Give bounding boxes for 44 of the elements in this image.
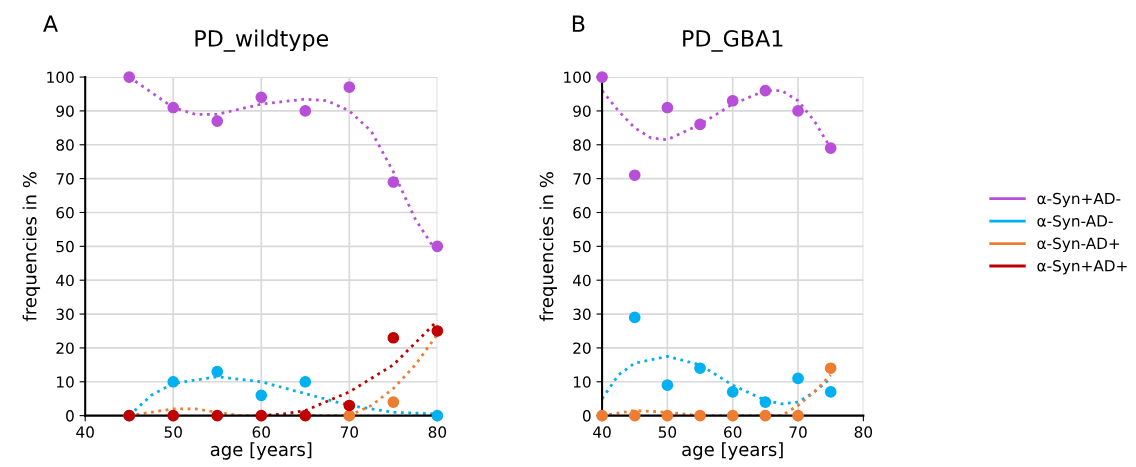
- legend-label: α-Syn-AD+: [1037, 237, 1120, 253]
- y-tick-label: 80: [573, 139, 591, 151]
- y-axis-title: frequencies in %: [22, 172, 41, 322]
- x-tick-label: 40: [76, 426, 94, 438]
- x-tick-label: 50: [164, 426, 182, 438]
- x-tick-label: 40: [593, 426, 611, 438]
- x-tick-label: 80: [854, 426, 873, 438]
- y-tick-label: 30: [573, 308, 591, 321]
- y-tick-label: 30: [56, 308, 74, 321]
- x-tick-label: 60: [724, 426, 742, 438]
- y-tick-label: 50: [56, 240, 74, 253]
- x-tick-label: 80: [428, 426, 447, 438]
- chart-title: PD_GBA1: [683, 30, 783, 52]
- y-tick-label: 80: [56, 139, 74, 151]
- y-tick-label: 40: [572, 274, 591, 287]
- y-tick-label: 90: [56, 105, 74, 117]
- y-tick-label: 60: [573, 206, 591, 219]
- legend-label: α-Syn+AD-: [1037, 192, 1121, 208]
- x-tick-label: 50: [658, 426, 677, 438]
- y-tick-label: 10: [57, 376, 74, 388]
- y-tick-label: 70: [573, 173, 591, 185]
- y-tick-label: 20: [56, 342, 74, 354]
- x-tick-label: 70: [789, 426, 807, 438]
- x-tick-label: 60: [252, 426, 270, 438]
- y-tick-label: 60: [56, 206, 74, 219]
- x-tick-label: 70: [340, 426, 359, 438]
- y-tick-label: 70: [56, 173, 74, 185]
- x-axis-title: age [years]: [682, 442, 783, 460]
- y-tick-label: 50: [573, 240, 591, 253]
- x-axis-title: age [years]: [210, 442, 312, 460]
- y-tick-label: 100: [564, 71, 591, 84]
- y-tick-label: 0: [66, 410, 74, 422]
- y-tick-label: 20: [573, 342, 591, 354]
- legend-label: α-Syn-AD-: [1037, 215, 1113, 230]
- y-tick-label: 0: [582, 410, 591, 422]
- text: B: [572, 15, 585, 32]
- y-axis-title: frequencies in %: [539, 172, 557, 322]
- y-tick-label: 100: [47, 71, 74, 84]
- chart-title: PD_wildtype: [195, 29, 329, 52]
- legend-label: α-Syn+AD+: [1037, 260, 1127, 275]
- y-tick-label: 40: [56, 274, 74, 287]
- text: A: [43, 15, 58, 32]
- y-tick-label: 10: [573, 376, 591, 388]
- y-tick-label: 90: [573, 105, 591, 117]
